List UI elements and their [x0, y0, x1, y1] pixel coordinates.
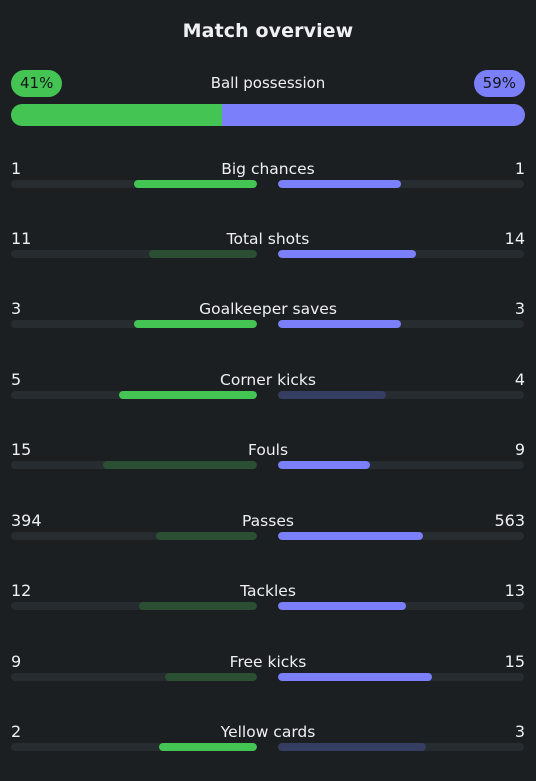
stat-row: 394 Passes 563: [11, 511, 525, 551]
home-stat-fill: [164, 673, 257, 681]
home-stat-bar: [11, 391, 257, 399]
home-stat-bar: [11, 250, 257, 258]
stat-label: Total shots: [226, 230, 310, 248]
stat-row: 2 Yellow cards 3: [11, 722, 525, 762]
away-stat-fill: [278, 602, 406, 610]
away-stat-value: 3: [514, 299, 525, 318]
home-stat-bar: [11, 180, 257, 188]
home-stat-bar: [11, 602, 257, 610]
stat-label: Corner kicks: [220, 371, 316, 389]
home-stat-fill: [158, 743, 257, 751]
home-stat-value: 15: [11, 440, 32, 459]
stat-row: 11 Total shots 14: [11, 229, 525, 269]
home-stat-value: 2: [11, 722, 22, 741]
home-stat-value: 394: [11, 511, 42, 530]
home-stat-value: 1: [11, 159, 22, 178]
away-stat-fill: [278, 673, 432, 681]
away-stat-value: 15: [504, 652, 525, 671]
away-stat-fill: [278, 391, 387, 399]
away-stat-fill: [278, 320, 401, 328]
home-stat-value: 3: [11, 299, 22, 318]
away-stat-bar: [278, 461, 524, 469]
stat-row: 5 Corner kicks 4: [11, 370, 525, 410]
away-stat-fill: [278, 180, 401, 188]
home-stat-fill: [148, 250, 257, 258]
away-stat-value: 14: [504, 229, 525, 248]
away-stat-value: 4: [514, 370, 525, 389]
stat-label: Fouls: [247, 441, 289, 459]
away-stat-bar: [278, 532, 524, 540]
home-possession-badge: 41%: [11, 70, 63, 97]
stat-label: Tackles: [240, 582, 296, 600]
home-stat-value: 5: [11, 370, 22, 389]
away-possession-fill: [221, 104, 525, 126]
home-stat-bar: [11, 461, 257, 469]
away-stat-bar: [278, 391, 524, 399]
home-stat-bar: [11, 743, 257, 751]
stat-row: 1 Big chances 1: [11, 159, 525, 199]
ball-possession-row: 41% Ball possession 59%: [11, 70, 525, 97]
away-stat-fill: [278, 743, 426, 751]
possession-bar: [11, 104, 525, 126]
away-stat-bar: [278, 250, 524, 258]
home-stat-fill: [138, 602, 257, 610]
away-stat-fill: [278, 461, 371, 469]
home-stat-fill: [119, 391, 257, 399]
away-stat-bar: [278, 743, 524, 751]
home-stat-value: 11: [11, 229, 32, 248]
home-possession-fill: [11, 104, 222, 126]
home-stat-fill: [134, 320, 257, 328]
match-overview-title: Match overview: [182, 20, 354, 42]
stat-label: Big chances: [221, 160, 315, 178]
away-stat-value: 9: [514, 440, 525, 459]
stat-row: 15 Fouls 9: [11, 440, 525, 480]
away-stat-value: 3: [514, 722, 525, 741]
home-stat-bar: [11, 532, 257, 540]
home-stat-fill: [156, 532, 257, 540]
stat-label: Passes: [242, 512, 294, 530]
away-stat-fill: [278, 250, 416, 258]
home-stat-bar: [11, 673, 257, 681]
away-stat-value: 1: [514, 159, 525, 178]
ball-possession-label: Ball possession: [210, 74, 326, 92]
away-stat-bar: [278, 602, 524, 610]
away-stat-bar: [278, 673, 524, 681]
away-stat-value: 563: [494, 511, 525, 530]
home-stat-value: 12: [11, 581, 32, 600]
away-stat-fill: [278, 532, 424, 540]
home-stat-bar: [11, 320, 257, 328]
stat-row: 12 Tackles 13: [11, 581, 525, 621]
stat-row: 9 Free kicks 15: [11, 652, 525, 692]
stat-label: Yellow cards: [220, 723, 316, 741]
away-stat-bar: [278, 320, 524, 328]
away-possession-badge: 59%: [473, 70, 525, 97]
away-stat-bar: [278, 180, 524, 188]
away-stat-value: 13: [504, 581, 525, 600]
home-stat-fill: [134, 180, 257, 188]
stat-label: Goalkeeper saves: [199, 300, 337, 318]
home-stat-value: 9: [11, 652, 22, 671]
home-stat-fill: [103, 461, 257, 469]
stat-label: Free kicks: [229, 653, 307, 671]
stat-row: 3 Goalkeeper saves 3: [11, 299, 525, 339]
